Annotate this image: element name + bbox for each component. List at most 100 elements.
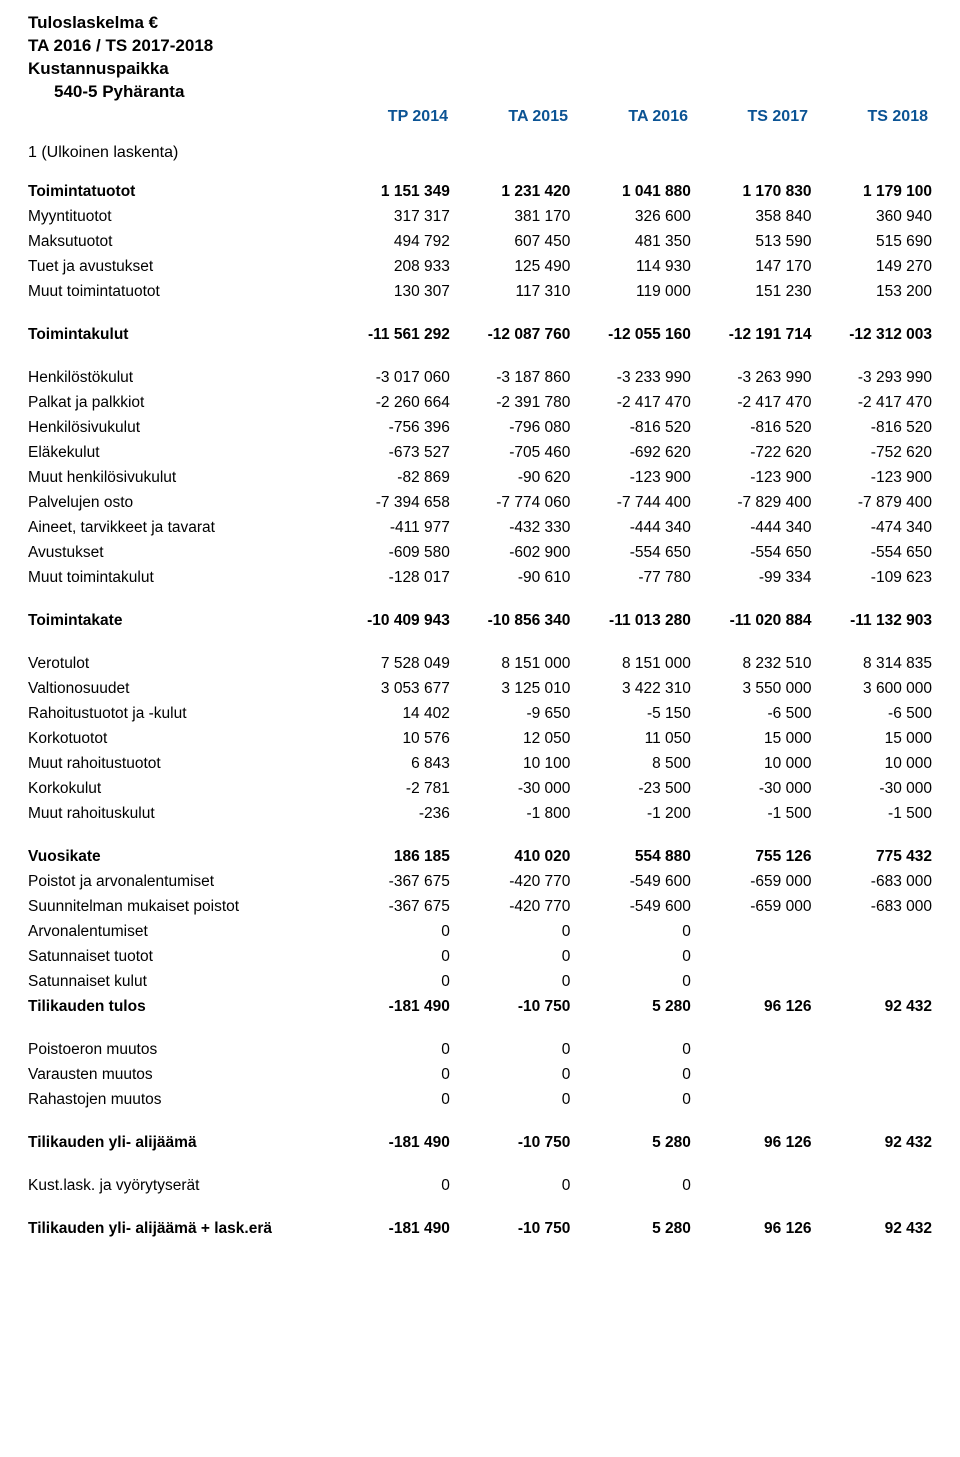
row-value: 7 528 049 [329, 652, 450, 677]
row-value: -5 150 [570, 702, 691, 727]
row-value: -82 869 [329, 466, 450, 491]
col-header-spacer [28, 108, 328, 126]
row-value: -444 340 [570, 516, 691, 541]
row-label: Korkotuotot [28, 727, 329, 752]
row-label: Suunnitelman mukaiset poistot [28, 895, 329, 920]
row-value: 92 432 [811, 1131, 932, 1156]
table-row: Muut henkilösivukulut-82 869-90 620-123 … [28, 466, 932, 491]
row-value: -11 561 292 [329, 323, 450, 348]
row-label: Korkokulut [28, 777, 329, 802]
section-title: 1 (Ulkoinen laskenta) [28, 144, 932, 162]
table-row: Muut toimintakulut-128 017-90 610-77 780… [28, 566, 932, 591]
report-header: Tuloslaskelma € TA 2016 / TS 2017-2018 K… [28, 12, 932, 104]
row-value: 12 050 [450, 727, 571, 752]
row-label: Satunnaiset kulut [28, 970, 329, 995]
row-value: 14 402 [329, 702, 450, 727]
row-value: -554 650 [691, 541, 812, 566]
row-value: -90 620 [450, 466, 571, 491]
row-value [691, 1063, 812, 1088]
row-value [691, 1088, 812, 1113]
table-row: Suunnitelman mukaiset poistot-367 675-42… [28, 895, 932, 920]
row-value [811, 945, 932, 970]
row-value: 0 [570, 1063, 691, 1088]
row-label: Toimintakulut [28, 323, 329, 348]
row-value: 0 [450, 1088, 571, 1113]
header-line-2: TA 2016 / TS 2017-2018 [28, 35, 932, 58]
row-value: 147 170 [691, 255, 812, 280]
column-headers: TP 2014 TA 2015 TA 2016 TS 2017 TS 2018 [28, 108, 932, 126]
row-value: 3 125 010 [450, 677, 571, 702]
row-value: 8 500 [570, 752, 691, 777]
row-value: -30 000 [450, 777, 571, 802]
row-value: -7 879 400 [811, 491, 932, 516]
row-value: 5 280 [570, 1131, 691, 1156]
group-spacer [28, 305, 932, 323]
table-row: Valtionosuudet3 053 6773 125 0103 422 31… [28, 677, 932, 702]
table-row: Verotulot7 528 0498 151 0008 151 0008 23… [28, 652, 932, 677]
row-value: -90 610 [450, 566, 571, 591]
row-value: -12 055 160 [570, 323, 691, 348]
row-value: 8 314 835 [811, 652, 932, 677]
row-value: -692 620 [570, 441, 691, 466]
row-value: 15 000 [811, 727, 932, 752]
row-value: 1 170 830 [691, 180, 812, 205]
row-value: 15 000 [691, 727, 812, 752]
row-value: 1 179 100 [811, 180, 932, 205]
row-value: -420 770 [450, 895, 571, 920]
row-value: 3 422 310 [570, 677, 691, 702]
table-row: Satunnaiset tuotot000 [28, 945, 932, 970]
row-value: -705 460 [450, 441, 571, 466]
row-label: Satunnaiset tuotot [28, 945, 329, 970]
table-row: Aineet, tarvikkeet ja tavarat-411 977-43… [28, 516, 932, 541]
group-spacer [28, 1199, 932, 1217]
row-value: 11 050 [570, 727, 691, 752]
table-row: Muut rahoitustuotot6 84310 1008 50010 00… [28, 752, 932, 777]
row-label: Henkilöstökulut [28, 366, 329, 391]
row-value: -3 233 990 [570, 366, 691, 391]
table-row: Varausten muutos000 [28, 1063, 932, 1088]
row-label: Tilikauden yli- alijäämä [28, 1131, 329, 1156]
row-label: Poistoeron muutos [28, 1038, 329, 1063]
row-value: 186 185 [329, 845, 450, 870]
row-value: -411 977 [329, 516, 450, 541]
row-value: -367 675 [329, 870, 450, 895]
row-value: -2 417 470 [691, 391, 812, 416]
row-value: -77 780 [570, 566, 691, 591]
row-value: -123 900 [811, 466, 932, 491]
table-row: Toimintatuotot1 151 3491 231 4201 041 88… [28, 180, 932, 205]
row-value: -659 000 [691, 895, 812, 920]
table-row: Avustukset-609 580-602 900-554 650-554 6… [28, 541, 932, 566]
table-row: Rahastojen muutos000 [28, 1088, 932, 1113]
row-value: 0 [570, 970, 691, 995]
row-value: 0 [570, 1088, 691, 1113]
row-label: Tuet ja avustukset [28, 255, 329, 280]
col-header-2: TA 2015 [448, 108, 568, 126]
row-value: 0 [329, 1038, 450, 1063]
col-header-4: TS 2017 [688, 108, 808, 126]
row-value: -6 500 [811, 702, 932, 727]
col-header-3: TA 2016 [568, 108, 688, 126]
row-value: 5 280 [570, 995, 691, 1020]
row-value: 8 151 000 [450, 652, 571, 677]
row-value: -3 293 990 [811, 366, 932, 391]
row-value: 119 000 [570, 280, 691, 305]
row-value: -7 744 400 [570, 491, 691, 516]
row-value: -123 900 [570, 466, 691, 491]
row-label: Aineet, tarvikkeet ja tavarat [28, 516, 329, 541]
table-row: Tilikauden yli- alijäämä-181 490-10 7505… [28, 1131, 932, 1156]
table-row: Poistoeron muutos000 [28, 1038, 932, 1063]
row-value: -10 750 [450, 995, 571, 1020]
row-value: -23 500 [570, 777, 691, 802]
row-value: 96 126 [691, 1131, 812, 1156]
row-label: Maksutuotot [28, 230, 329, 255]
row-value: 410 020 [450, 845, 571, 870]
row-value: 0 [329, 920, 450, 945]
row-value: -181 490 [329, 995, 450, 1020]
table-row: Poistot ja arvonalentumiset-367 675-420 … [28, 870, 932, 895]
table-row: Palkat ja palkkiot-2 260 664-2 391 780-2… [28, 391, 932, 416]
table-row: Toimintakulut-11 561 292-12 087 760-12 0… [28, 323, 932, 348]
row-value: 208 933 [329, 255, 450, 280]
row-value: -474 340 [811, 516, 932, 541]
row-value: 10 000 [691, 752, 812, 777]
row-value: 0 [450, 920, 571, 945]
